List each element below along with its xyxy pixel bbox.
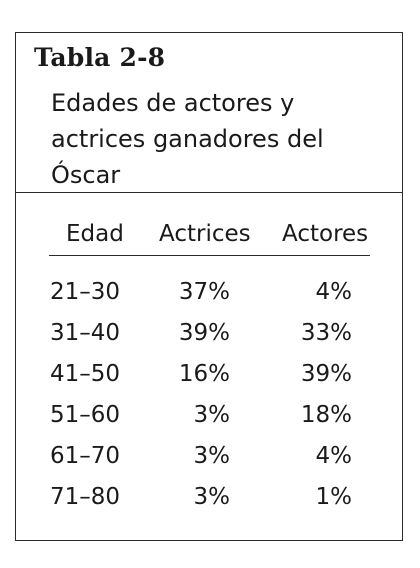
- table-row: 41–50 16% 39%: [16, 361, 402, 402]
- cell-actores: 33%: [300, 320, 352, 346]
- table-body: 21–30 37% 4% 31–40 39% 33% 41–50 16% 39%…: [16, 279, 402, 525]
- table-row: 51–60 3% 18%: [16, 402, 402, 443]
- cell-actrices: 16%: [178, 361, 230, 387]
- column-header-edad: Edad: [66, 221, 124, 247]
- cell-actores: 18%: [300, 402, 352, 428]
- table-frame: Tabla 2-8 Edades de actores y actrices g…: [15, 32, 403, 541]
- caption-line: Óscar: [51, 161, 121, 189]
- cell-edad: 41–50: [50, 361, 121, 387]
- cell-actrices: 3%: [193, 484, 231, 510]
- cell-edad: 21–30: [50, 279, 121, 305]
- cell-actores: 4%: [315, 443, 353, 469]
- cell-actrices: 37%: [178, 279, 230, 305]
- column-header-actores: Actores: [282, 221, 369, 247]
- table-caption: Edades de actores y actrices ganadores d…: [51, 85, 391, 193]
- table-row: 21–30 37% 4%: [16, 279, 402, 320]
- cell-actores: 39%: [300, 361, 352, 387]
- cell-actores: 1%: [315, 484, 353, 510]
- header-divider: [49, 255, 370, 256]
- cell-edad: 61–70: [50, 443, 121, 469]
- table-label: Tabla 2-8: [34, 43, 166, 72]
- cell-actrices: 3%: [193, 402, 231, 428]
- table-row: 61–70 3% 4%: [16, 443, 402, 484]
- cell-edad: 71–80: [50, 484, 121, 510]
- cell-actrices: 3%: [193, 443, 231, 469]
- caption-line: actrices ganadores del: [51, 125, 324, 153]
- cell-edad: 51–60: [50, 402, 121, 428]
- cell-edad: 31–40: [50, 320, 121, 346]
- column-header-actrices: Actrices: [159, 221, 251, 247]
- cell-actrices: 39%: [178, 320, 230, 346]
- caption-line: Edades de actores y: [51, 89, 295, 117]
- table-row: 31–40 39% 33%: [16, 320, 402, 361]
- cell-actores: 4%: [315, 279, 353, 305]
- table-header-section: Tabla 2-8 Edades de actores y actrices g…: [16, 33, 402, 193]
- table-row: 71–80 3% 1%: [16, 484, 402, 525]
